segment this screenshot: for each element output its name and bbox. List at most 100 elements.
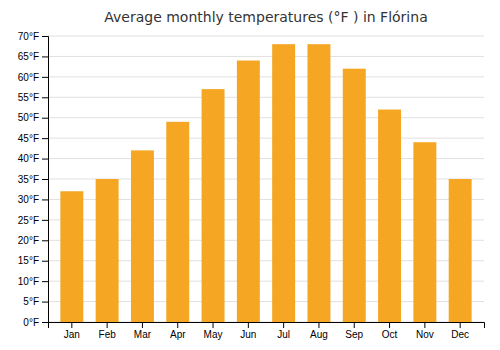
x-tick-label: Oct [382,329,398,340]
x-tick-mark [424,322,425,328]
x-axis-line [49,323,485,329]
x-tick: Jun [240,322,256,340]
y-tick-mark [42,159,48,160]
y-tick-mark [42,240,48,241]
x-tick-label: Apr [170,329,186,340]
y-tick-mark [42,118,48,119]
x-tick-label: Mar [134,329,152,340]
y-axis: 0°F 5°F 10°F 15°F 20°F 25°F 30°F 35°F 40°F 45°F 50… [18,31,49,328]
x-tick: Mar [134,322,152,340]
y-tick-label: 40°F [18,153,39,164]
y-tick-mark [42,302,48,303]
bar [449,179,472,322]
plot: Jan Feb Mar Apr May Jun Jul Aug Sep Oct Nov Dec 0°F 5… [18,31,485,340]
y-tick-label: 10°F [18,276,39,287]
x-tick-mark [460,322,461,328]
x-tick-label: Aug [310,329,328,340]
bar [166,122,189,322]
bars [60,44,471,322]
grid-line [48,56,484,57]
y-tick: 30°F [18,194,48,205]
x-tick-label: Jul [277,329,290,340]
chart: Jan Feb Mar Apr May Jun Jul Aug Sep Oct Nov Dec 0°F 5… [0,0,500,350]
y-tick: 40°F [18,153,48,164]
y-tick-label: 0°F [23,317,39,328]
y-tick: 25°F [18,215,48,226]
y-tick: 20°F [18,235,48,246]
x-tick: Apr [170,322,186,340]
y-tick-mark [42,322,48,323]
bar [272,44,295,322]
x-tick: Aug [310,322,328,340]
y-tick-mark [42,261,48,262]
x-tick: Jul [277,322,290,340]
x-tick-label: Feb [99,329,117,340]
x-tick: Oct [382,322,398,340]
y-tick-mark [42,138,48,139]
grid-line [48,76,484,77]
y-tick-label: 55°F [18,92,39,103]
y-axis-line [42,37,49,323]
bar [96,179,119,322]
grid-line [48,138,484,139]
x-tick: Sep [345,322,363,340]
y-tick: 65°F [18,51,48,62]
bar [413,142,436,322]
grid [48,36,484,322]
x-tick-mark [283,322,284,328]
y-tick-mark [42,36,48,37]
bar [202,89,225,322]
x-tick: Jan [64,322,80,340]
y-tick-mark [42,56,48,57]
grid-line [48,117,484,118]
x-tick: May [204,322,223,340]
y-tick-label: 35°F [18,174,39,185]
grid-line [48,36,484,37]
y-tick: 45°F [18,133,48,144]
y-tick: 10°F [18,276,48,287]
x-tick-mark [107,322,108,328]
title: Average monthly temperatures (°F ) in Fl… [104,9,427,25]
bar [131,150,154,322]
y-tick: 35°F [18,174,48,185]
y-tick-mark [42,77,48,78]
y-tick-label: 70°F [18,31,39,42]
y-tick-mark [42,97,48,98]
y-tick-label: 50°F [18,112,39,123]
x-tick-label: Sep [345,329,363,340]
y-tick: 70°F [18,31,48,42]
x-tick-label: May [204,329,223,340]
bar [343,69,366,322]
x-tick-label: Jun [240,329,256,340]
y-tick: 0°F [23,317,48,328]
bar [378,110,401,322]
x-tick-mark [177,322,178,328]
x-tick-mark [213,322,214,328]
x-tick-label: Nov [416,329,434,340]
y-tick-label: 20°F [18,235,39,246]
y-tick-mark [42,220,48,221]
x-axis: Jan Feb Mar Apr May Jun Jul Aug Sep Oct Nov Dec [49,322,485,340]
x-tick-mark [389,322,390,328]
bar [307,44,330,322]
x-tick-mark [354,322,355,328]
x-tick-mark [71,322,72,328]
y-tick: 5°F [23,296,48,307]
x-tick-mark [142,322,143,328]
y-tick: 15°F [18,255,48,266]
y-tick-label: 30°F [18,194,39,205]
y-tick: 50°F [18,112,48,123]
x-tick: Feb [99,322,117,340]
y-tick: 60°F [18,72,48,83]
y-tick-label: 25°F [18,215,39,226]
y-tick-label: 60°F [18,72,39,83]
x-tick-label: Dec [451,329,469,340]
grid-line [48,97,484,98]
y-tick-mark [42,199,48,200]
y-tick-label: 65°F [18,51,39,62]
y-tick-label: 15°F [18,255,39,266]
x-tick-mark [248,322,249,328]
bar [60,191,83,322]
y-tick-mark [42,179,48,180]
x-tick-label: Jan [64,329,80,340]
